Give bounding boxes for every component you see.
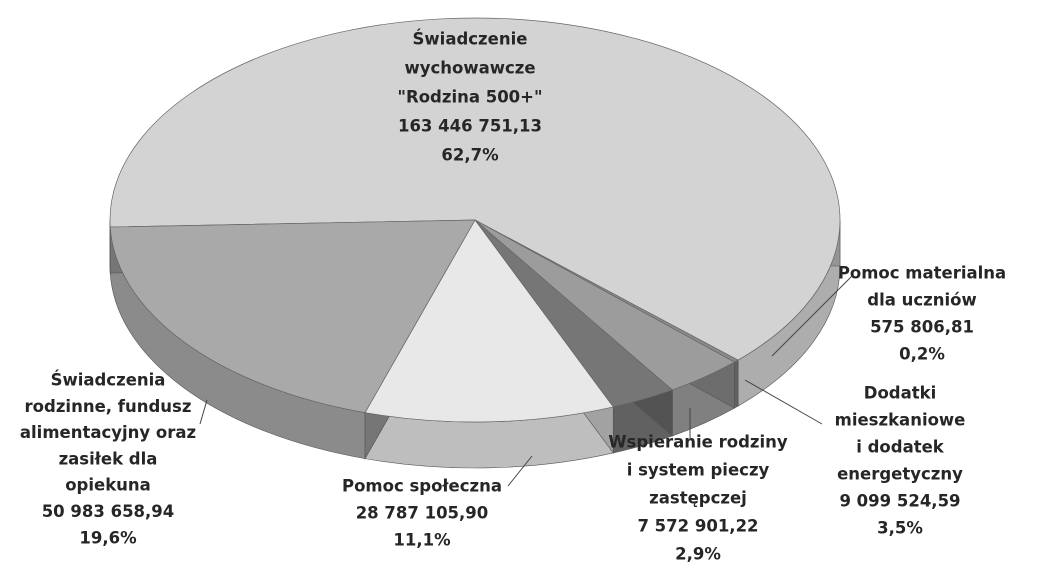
category-label: i dodatek (856, 438, 945, 457)
category-label: Wspieranie rodziny (608, 433, 788, 452)
value-label: 9 099 524,59 (839, 492, 960, 511)
category-label: Dodatki (864, 384, 937, 403)
leader-line (744, 379, 823, 425)
category-label: dla uczniów (867, 291, 976, 310)
slice (109, 219, 476, 414)
category-label: mieszkaniowe (835, 411, 966, 430)
data-label: Pomoc materialna dla uczniów 575 806,81 0,2… (838, 264, 1006, 364)
category-label: wychowawcze (404, 59, 535, 78)
data-label: Pomoc społeczna 28 787 105,90 11,1% (342, 477, 502, 550)
leader-line (771, 275, 853, 357)
slice (109, 17, 841, 361)
category-label: Świadczenia (51, 371, 166, 390)
category-label: energetyczny (837, 465, 963, 484)
category-label: opiekuna (65, 476, 151, 495)
category-label: zasiłek dla (59, 449, 158, 468)
slice (364, 219, 614, 423)
value-label: 575 806,81 (870, 318, 974, 337)
data-label: Świadczenia rodzinne, fundusz alimentacyjn… (20, 371, 196, 548)
percent-label: 2,9% (675, 545, 721, 564)
percent-label: 0,2% (899, 345, 945, 364)
value-label: 7 572 901,22 (637, 517, 758, 536)
category-label: Świadczenie (413, 30, 528, 49)
category-label: Pomoc materialna (838, 264, 1006, 283)
category-label: Pomoc społeczna (342, 477, 502, 496)
category-label: "Rodzina 500+" (397, 88, 542, 107)
value-label: 163 446 751,13 (398, 117, 542, 136)
percent-label: 19,6% (79, 528, 137, 547)
percent-label: 11,1% (393, 531, 451, 550)
value-label: 50 983 658,94 (42, 502, 175, 521)
percent-label: 62,7% (441, 146, 499, 165)
data-label: Dodatki mieszkaniowe i dodatek energetyczny… (835, 384, 966, 538)
leader-line (507, 455, 533, 487)
category-label: i system pieczy (627, 461, 770, 480)
percent-label: 3,5% (877, 519, 923, 538)
category-label: rodzinne, fundusz (25, 397, 192, 416)
data-label: Wspieranie rodziny i system pieczy zastępc… (608, 433, 788, 564)
category-label: zastępczej (649, 489, 747, 508)
top-faces (109, 17, 841, 423)
category-label: alimentacyjny oraz (20, 423, 196, 442)
leader-line (199, 399, 208, 425)
value-label: 28 787 105,90 (356, 504, 489, 523)
data-label: Świadczenie wychowawcze "Rodzina 500+" 163 … (397, 30, 542, 165)
